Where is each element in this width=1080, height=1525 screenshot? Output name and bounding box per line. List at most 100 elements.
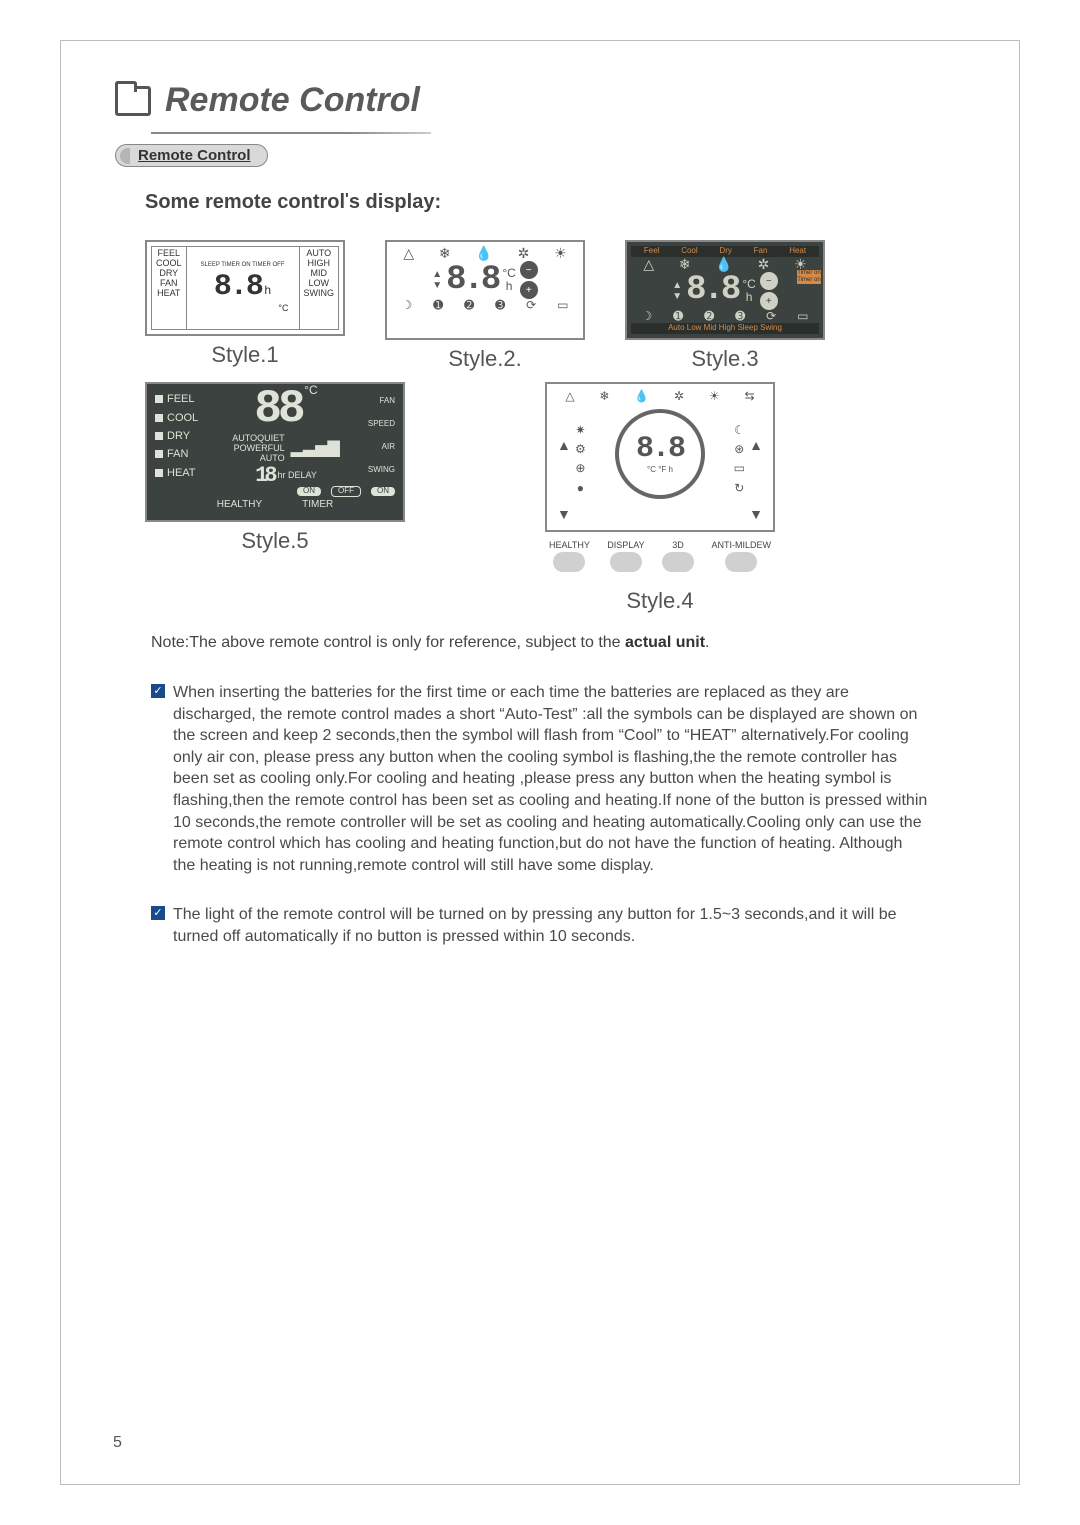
icon: ⊕ <box>575 462 586 475</box>
style1-left-labels: FEEL COOL DRY FAN HEAT <box>152 247 187 329</box>
mode-icon: ⇆ <box>744 390 754 403</box>
style3-caption: Style.3 <box>625 346 825 372</box>
icon: ➊ <box>673 310 683 323</box>
check-icon: ✓ <box>151 684 165 698</box>
style3-mode-icons: △ ❄ 💧 ✲ ☀ <box>631 257 819 272</box>
mode-icon: ❄ <box>599 390 609 403</box>
unit-c: °C <box>742 277 755 291</box>
title-underline <box>151 132 431 134</box>
style5-seg: 88 <box>254 383 301 435</box>
icon: ➊ <box>433 299 443 312</box>
button <box>610 552 642 572</box>
note-bold: actual unit <box>625 634 705 651</box>
icon: ⚙ <box>575 443 586 456</box>
style4-col: △ ❄ 💧 ✲ ☀ ⇆ ✷ ⚙ ⊕ ● ☾ ⊛ <box>545 382 775 614</box>
btn-label: 3D <box>672 540 684 550</box>
unit-h: h <box>746 290 753 304</box>
section-pill: Remote Control <box>115 144 268 167</box>
para1-text: When inserting the batteries for the fir… <box>173 684 927 874</box>
fan-bars-icon: ▂▃▅▇ <box>291 440 340 458</box>
icon: ● <box>575 482 586 495</box>
timer-label: TIMER <box>302 499 333 510</box>
para2-text: The light of the remote control will be … <box>173 906 897 945</box>
icon: ➋ <box>464 299 474 312</box>
btn-label: ANTI-MILDEW <box>711 540 771 550</box>
style2-mode-icons: △ ❄ 💧 ✲ ☀ <box>391 246 579 261</box>
tri-icon: ▲ <box>557 438 571 453</box>
delay-seg: 18 <box>255 464 273 488</box>
label: HEAT <box>167 467 196 479</box>
style5-col: FEEL COOL DRY FAN HEAT 88 °C <box>145 382 405 554</box>
pill-off: OFF <box>331 486 361 497</box>
style1-right-labels: AUTO HIGH MID LOW SWING <box>299 247 339 329</box>
mode-icon: ✲ <box>518 246 530 261</box>
mode-icon: ✲ <box>674 390 684 403</box>
style4-seg: 8.8 <box>636 432 684 466</box>
label: Fan <box>754 247 768 256</box>
icon: ✷ <box>575 424 586 437</box>
style3-bot-icons: ☽ ➊ ➋ ➌ ⟳ ▭ <box>631 310 819 323</box>
mode-icon: 💧 <box>715 257 732 272</box>
style4-left-icons: ✷ ⚙ ⊕ ● <box>575 424 586 495</box>
style1-c: °C <box>278 304 288 314</box>
delay-label: hr DELAY <box>278 471 317 481</box>
style2-bot-icons: ☽ ➊ ➋ ➌ ⟳ ▭ <box>391 299 579 312</box>
sub-heading-a: Some remote control <box>145 191 345 213</box>
style1-caption: Style.1 <box>145 342 345 368</box>
paragraph-2: ✓ The light of the remote control will b… <box>151 904 929 947</box>
tri-icon: ▲ <box>749 438 763 453</box>
minus-icon: − <box>520 261 538 279</box>
label: Dry <box>719 247 731 256</box>
button <box>553 552 585 572</box>
icon: ⟳ <box>766 310 776 323</box>
sub-heading: Some remote control's display: <box>145 191 975 214</box>
label: SWING <box>304 289 335 299</box>
mode-icon: ☀ <box>554 246 567 261</box>
style1-panel: FEEL COOL DRY FAN HEAT SLEEP TIMER ON TI… <box>145 240 345 336</box>
style2-col: △ ❄ 💧 ✲ ☀ ▲▼ 8.8 °C h − <box>385 240 585 372</box>
style1-h: h <box>264 283 271 297</box>
page-number: 5 <box>113 1434 122 1452</box>
note-suffix: . <box>705 634 709 651</box>
sub-heading-b: s display: <box>349 191 441 213</box>
note: Note:The above remote control is only fo… <box>151 634 975 652</box>
icon: ☽ <box>401 299 412 312</box>
icon: ☾ <box>734 424 745 437</box>
mode-icon: ❄ <box>439 246 451 261</box>
mode-icon: 💧 <box>634 390 649 403</box>
mode-icon: ❄ <box>679 257 691 272</box>
style3-bot-strip: Auto Low Mid High Sleep Swing <box>631 323 819 334</box>
display-row-2: FEEL COOL DRY FAN HEAT 88 °C <box>145 382 935 614</box>
icon: ➋ <box>704 310 714 323</box>
style2-panel: △ ❄ 💧 ✲ ☀ ▲▼ 8.8 °C h − <box>385 240 585 340</box>
page: Remote Control Remote Control Some remot… <box>60 40 1020 1485</box>
mode-icon: △ <box>565 390 574 403</box>
icon: ⟳ <box>526 299 536 312</box>
page-title: Remote Control <box>165 81 420 120</box>
icon: ▭ <box>797 310 808 323</box>
style4-right-icons: ☾ ⊛ ▭ ↻ <box>734 424 745 495</box>
pill-label: Remote Control <box>138 147 251 164</box>
label: FAN <box>368 397 395 406</box>
mode-icon: △ <box>403 246 414 261</box>
tri-icon: ▼ <box>557 507 571 522</box>
label: COOL <box>167 412 198 424</box>
label: Feel <box>644 247 660 256</box>
pill-cap <box>120 148 130 164</box>
pill-on: ON <box>297 487 321 496</box>
style3-col: Feel Cool Dry Fan Heat △ ❄ 💧 ✲ ☀ ▲▼ <box>625 240 825 372</box>
style4-mode-icons: △ ❄ 💧 ✲ ☀ ⇆ <box>553 390 767 403</box>
style1-seg: 8.8 <box>214 270 262 304</box>
mode-icon: △ <box>643 257 654 272</box>
style4-dial: 8.8 °C °F h <box>615 409 705 499</box>
icon: ➌ <box>735 310 745 323</box>
label: HEAT <box>156 289 182 299</box>
button <box>662 552 694 572</box>
label: FAN <box>167 448 188 460</box>
style4-units: °C °F h <box>636 466 684 475</box>
icon: ↻ <box>734 482 745 495</box>
label: FEEL <box>167 393 195 405</box>
style2-caption: Style.2. <box>385 346 585 372</box>
healthy-label: HEALTHY <box>217 499 262 510</box>
label: DRY <box>167 430 190 442</box>
